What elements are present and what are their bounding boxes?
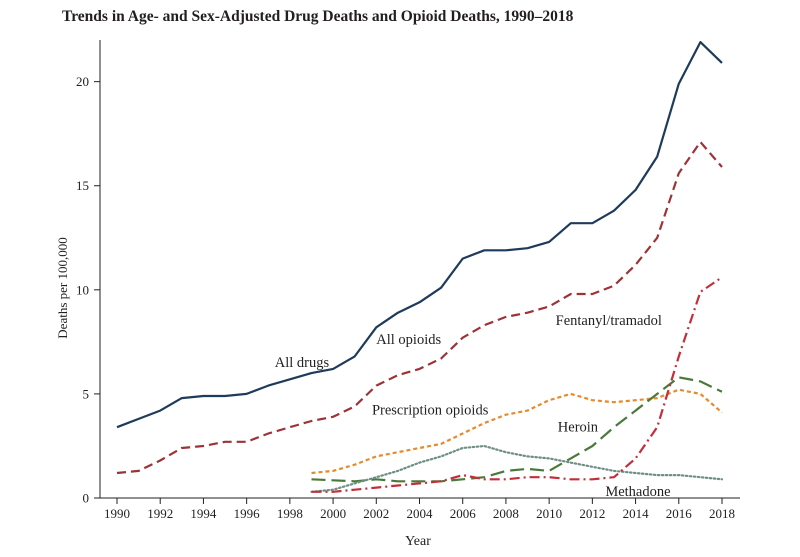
series-label: All drugs: [275, 355, 330, 371]
x-tick-label: 2002: [363, 506, 389, 521]
x-tick-label: 2000: [320, 506, 346, 521]
series-label: Heroin: [558, 419, 599, 435]
x-tick-label: 2018: [709, 506, 735, 521]
x-tick-label: 1996: [234, 506, 261, 521]
x-tick-label: 2010: [536, 506, 562, 521]
x-tick-label: 1994: [190, 506, 217, 521]
axes: 1990 1992 1994 1996 1998 2000 2002 2004 2006 2008…: [76, 40, 740, 521]
x-tick-label: 1990: [104, 506, 130, 521]
series-lines: [116, 40, 724, 493]
y-tick-label: 20: [76, 74, 89, 89]
series-label: Prescription opioids: [372, 403, 489, 419]
x-tick-label: 2006: [450, 506, 477, 521]
chart-title: Trends in Age- and Sex-Adjusted Drug Dea…: [62, 8, 574, 25]
series-line-fentanyl-tramadol: [311, 276, 723, 493]
x-tick-label: 2016: [666, 506, 693, 521]
y-tick-label: 10: [76, 282, 89, 297]
series-line-methadone: [310, 444, 724, 493]
y-tick-label: 15: [76, 178, 89, 193]
y-tick-label: 5: [83, 386, 90, 401]
x-tick-label: 2014: [623, 506, 650, 521]
x-tick-label: 1992: [147, 506, 173, 521]
series-label: All opioids: [376, 332, 441, 348]
x-tick-label: 2008: [493, 506, 519, 521]
series-labels: All drugs All opioids Fentanyl/tramadol Pre…: [275, 313, 671, 500]
series-label: Methadone: [605, 484, 670, 500]
series-line-prescription-opioids: [311, 388, 723, 475]
series-line-all-opioids: [116, 140, 723, 475]
series-line-all-drugs: [116, 40, 723, 429]
x-tick-label: 2004: [407, 506, 434, 521]
x-tick-label: 1998: [277, 506, 303, 521]
series-label: Fentanyl/tramadol: [556, 313, 662, 329]
y-axis-label: Deaths per 100,000: [55, 237, 70, 338]
y-tick-label: 0: [83, 491, 90, 506]
series-line-heroin: [311, 376, 723, 483]
x-tick-label: 2012: [579, 506, 605, 521]
x-axis-label: Year: [405, 534, 431, 549]
